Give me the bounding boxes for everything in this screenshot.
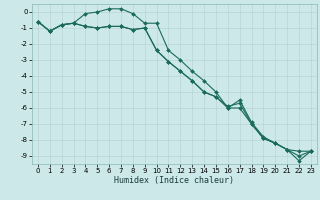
X-axis label: Humidex (Indice chaleur): Humidex (Indice chaleur) (115, 176, 234, 185)
